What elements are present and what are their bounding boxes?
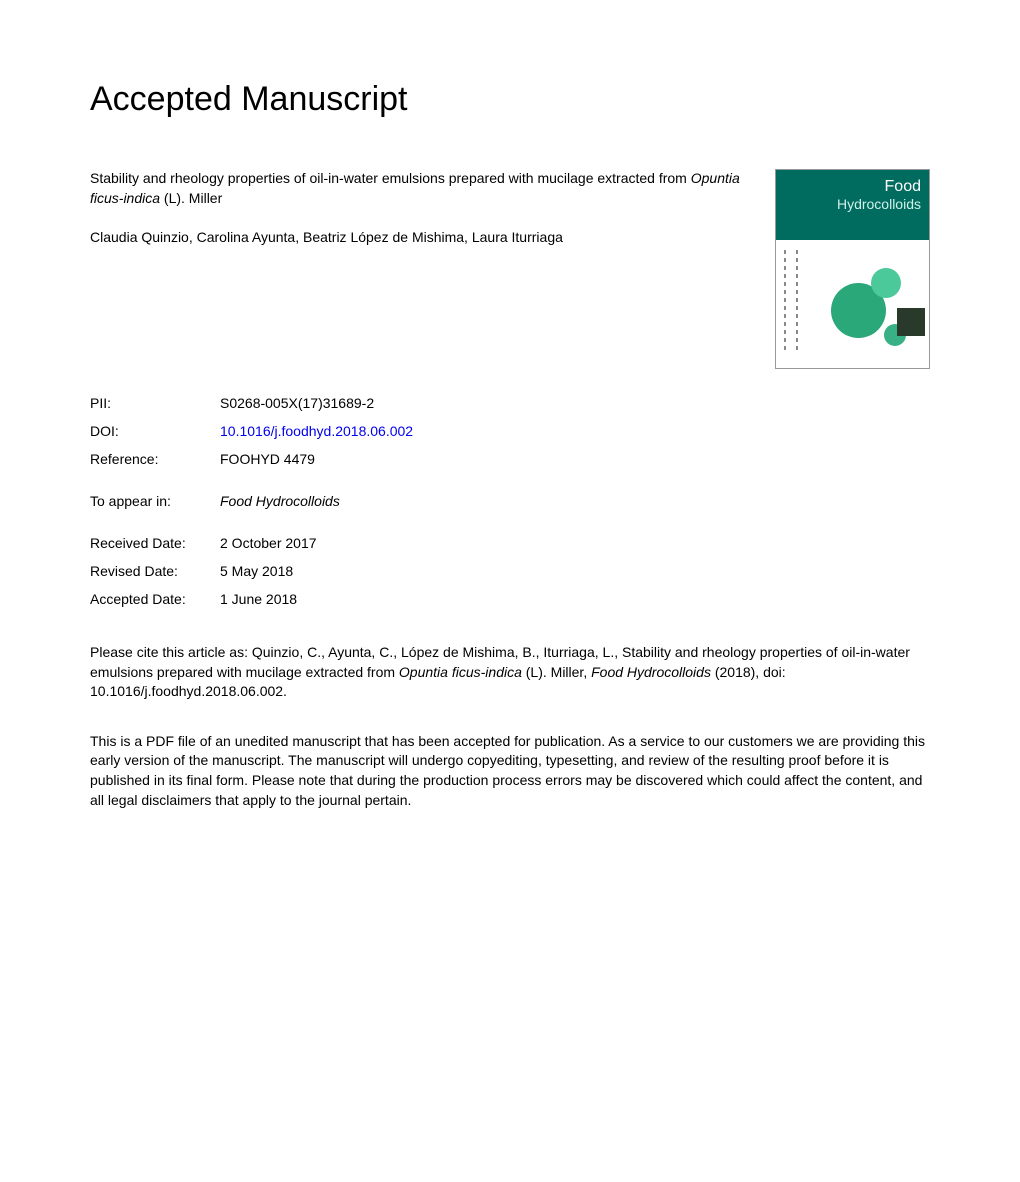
meta-row-revised: Revised Date: 5 May 2018	[90, 557, 930, 585]
meta-label: Reference:	[90, 445, 220, 473]
meta-value-reference: FOOHYD 4479	[220, 445, 315, 473]
article-text-block: Stability and rheology properties of oil…	[90, 169, 775, 268]
meta-row-accepted: Accepted Date: 1 June 2018	[90, 585, 930, 613]
citation-italic: Food Hydrocolloids	[591, 664, 711, 680]
meta-value-pii: S0268-005X(17)31689-2	[220, 389, 374, 417]
meta-row-doi: DOI: 10.1016/j.foodhyd.2018.06.002	[90, 417, 930, 445]
header-row: Stability and rheology properties of oil…	[90, 169, 930, 369]
meta-label: To appear in:	[90, 487, 220, 515]
cover-lines-decoration	[784, 250, 814, 350]
doi-link[interactable]: 10.1016/j.foodhyd.2018.06.002	[220, 417, 413, 445]
article-title: Stability and rheology properties of oil…	[90, 169, 745, 208]
authors: Claudia Quinzio, Carolina Ayunta, Beatri…	[90, 228, 745, 248]
journal-cover-thumbnail: Food Hydrocolloids	[775, 169, 930, 369]
citation-text: Please cite this article as: Quinzio, C.…	[90, 643, 930, 702]
citation-italic: Opuntia ficus-indica	[399, 664, 522, 680]
page-title: Accepted Manuscript	[90, 80, 930, 119]
meta-value-appear: Food Hydrocolloids	[220, 487, 340, 515]
meta-value-received: 2 October 2017	[220, 529, 317, 557]
cover-journal-line1: Food	[784, 178, 921, 196]
cover-body	[776, 240, 929, 368]
disclaimer-text: This is a PDF file of an unedited manusc…	[90, 732, 930, 810]
meta-row-pii: PII: S0268-005X(17)31689-2	[90, 389, 930, 417]
meta-label: Received Date:	[90, 529, 220, 557]
cover-header: Food Hydrocolloids	[776, 170, 929, 240]
meta-label: Accepted Date:	[90, 585, 220, 613]
article-title-part2: (L). Miller	[160, 190, 222, 206]
metadata-table: PII: S0268-005X(17)31689-2 DOI: 10.1016/…	[90, 389, 930, 613]
meta-label: PII:	[90, 389, 220, 417]
meta-label: DOI:	[90, 417, 220, 445]
citation-part: (L). Miller,	[522, 664, 591, 680]
cover-inset-decoration	[897, 308, 925, 336]
meta-value-revised: 5 May 2018	[220, 557, 293, 585]
meta-row-reference: Reference: FOOHYD 4479	[90, 445, 930, 473]
meta-label: Revised Date:	[90, 557, 220, 585]
cover-bubble-decoration	[871, 268, 901, 298]
article-title-part1: Stability and rheology properties of oil…	[90, 170, 691, 186]
cover-journal-line2: Hydrocolloids	[784, 196, 921, 212]
meta-row-appear: To appear in: Food Hydrocolloids	[90, 487, 930, 515]
meta-value-accepted: 1 June 2018	[220, 585, 297, 613]
meta-row-received: Received Date: 2 October 2017	[90, 529, 930, 557]
